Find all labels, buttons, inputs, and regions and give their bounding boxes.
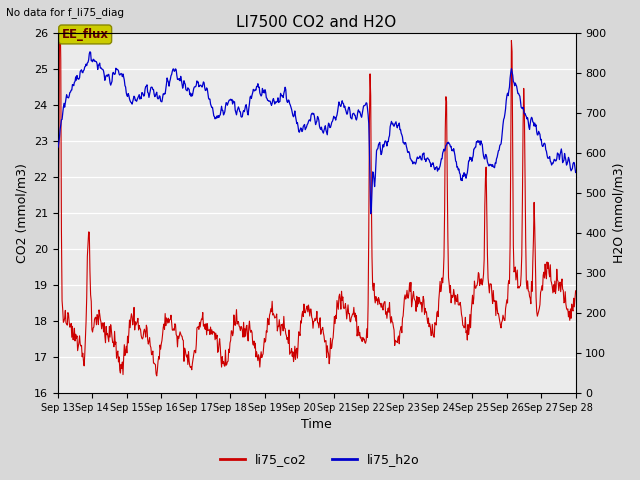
Y-axis label: H2O (mmol/m3): H2O (mmol/m3): [612, 163, 625, 263]
Text: EE_flux: EE_flux: [61, 28, 109, 41]
X-axis label: Time: Time: [301, 419, 332, 432]
Text: No data for f_li75_diag: No data for f_li75_diag: [6, 7, 124, 18]
Title: LI7500 CO2 and H2O: LI7500 CO2 and H2O: [236, 15, 397, 30]
Y-axis label: CO2 (mmol/m3): CO2 (mmol/m3): [15, 163, 28, 263]
Legend: li75_co2, li75_h2o: li75_co2, li75_h2o: [215, 448, 425, 471]
